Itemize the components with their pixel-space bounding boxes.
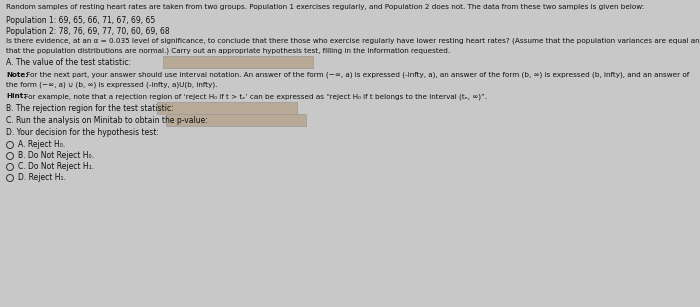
Text: Population 1: 69, 65, 66, 71, 67, 69, 65: Population 1: 69, 65, 66, 71, 67, 69, 65 [6, 16, 155, 25]
Text: For example, note that a rejection region of ‘reject H₀ if t > tₑ’ can be expres: For example, note that a rejection regio… [22, 93, 487, 99]
Text: D. Reject H₁.: D. Reject H₁. [18, 173, 66, 182]
Text: For the next part, your answer should use interval notation. An answer of the fo: For the next part, your answer should us… [24, 72, 689, 79]
Text: Population 2: 78, 76, 69, 77, 70, 60, 69, 68: Population 2: 78, 76, 69, 77, 70, 60, 69… [6, 27, 169, 36]
Text: that the population distributions are normal.) Carry out an appropriate hypothes: that the population distributions are no… [6, 47, 450, 53]
Text: Is there evidence, at an α = 0.035 level of significance, to conclude that there: Is there evidence, at an α = 0.035 level… [6, 38, 700, 45]
Text: B. The rejection region for the test statistic:: B. The rejection region for the test sta… [6, 104, 174, 113]
Text: Random samples of resting heart rates are taken from two groups. Population 1 ex: Random samples of resting heart rates ar… [6, 4, 644, 10]
Text: C. Run the analysis on Minitab to obtain the p-value:: C. Run the analysis on Minitab to obtain… [6, 116, 208, 125]
Text: B. Do Not Reject H₀.: B. Do Not Reject H₀. [18, 151, 94, 160]
Text: A. The value of the test statistic:: A. The value of the test statistic: [6, 58, 131, 67]
Text: Hint:: Hint: [6, 93, 26, 99]
Text: the form (−∞, a) ∪ (b, ∞) is expressed (-infty, a)U(b, infty).: the form (−∞, a) ∪ (b, ∞) is expressed (… [6, 81, 218, 87]
FancyBboxPatch shape [166, 114, 306, 126]
Text: D. Your decision for the hypothesis test:: D. Your decision for the hypothesis test… [6, 128, 159, 137]
Text: A. Reject H₀.: A. Reject H₀. [18, 140, 65, 149]
FancyBboxPatch shape [163, 56, 313, 68]
FancyBboxPatch shape [157, 102, 297, 114]
Text: Note:: Note: [6, 72, 28, 78]
Text: C. Do Not Reject H₁.: C. Do Not Reject H₁. [18, 162, 94, 171]
